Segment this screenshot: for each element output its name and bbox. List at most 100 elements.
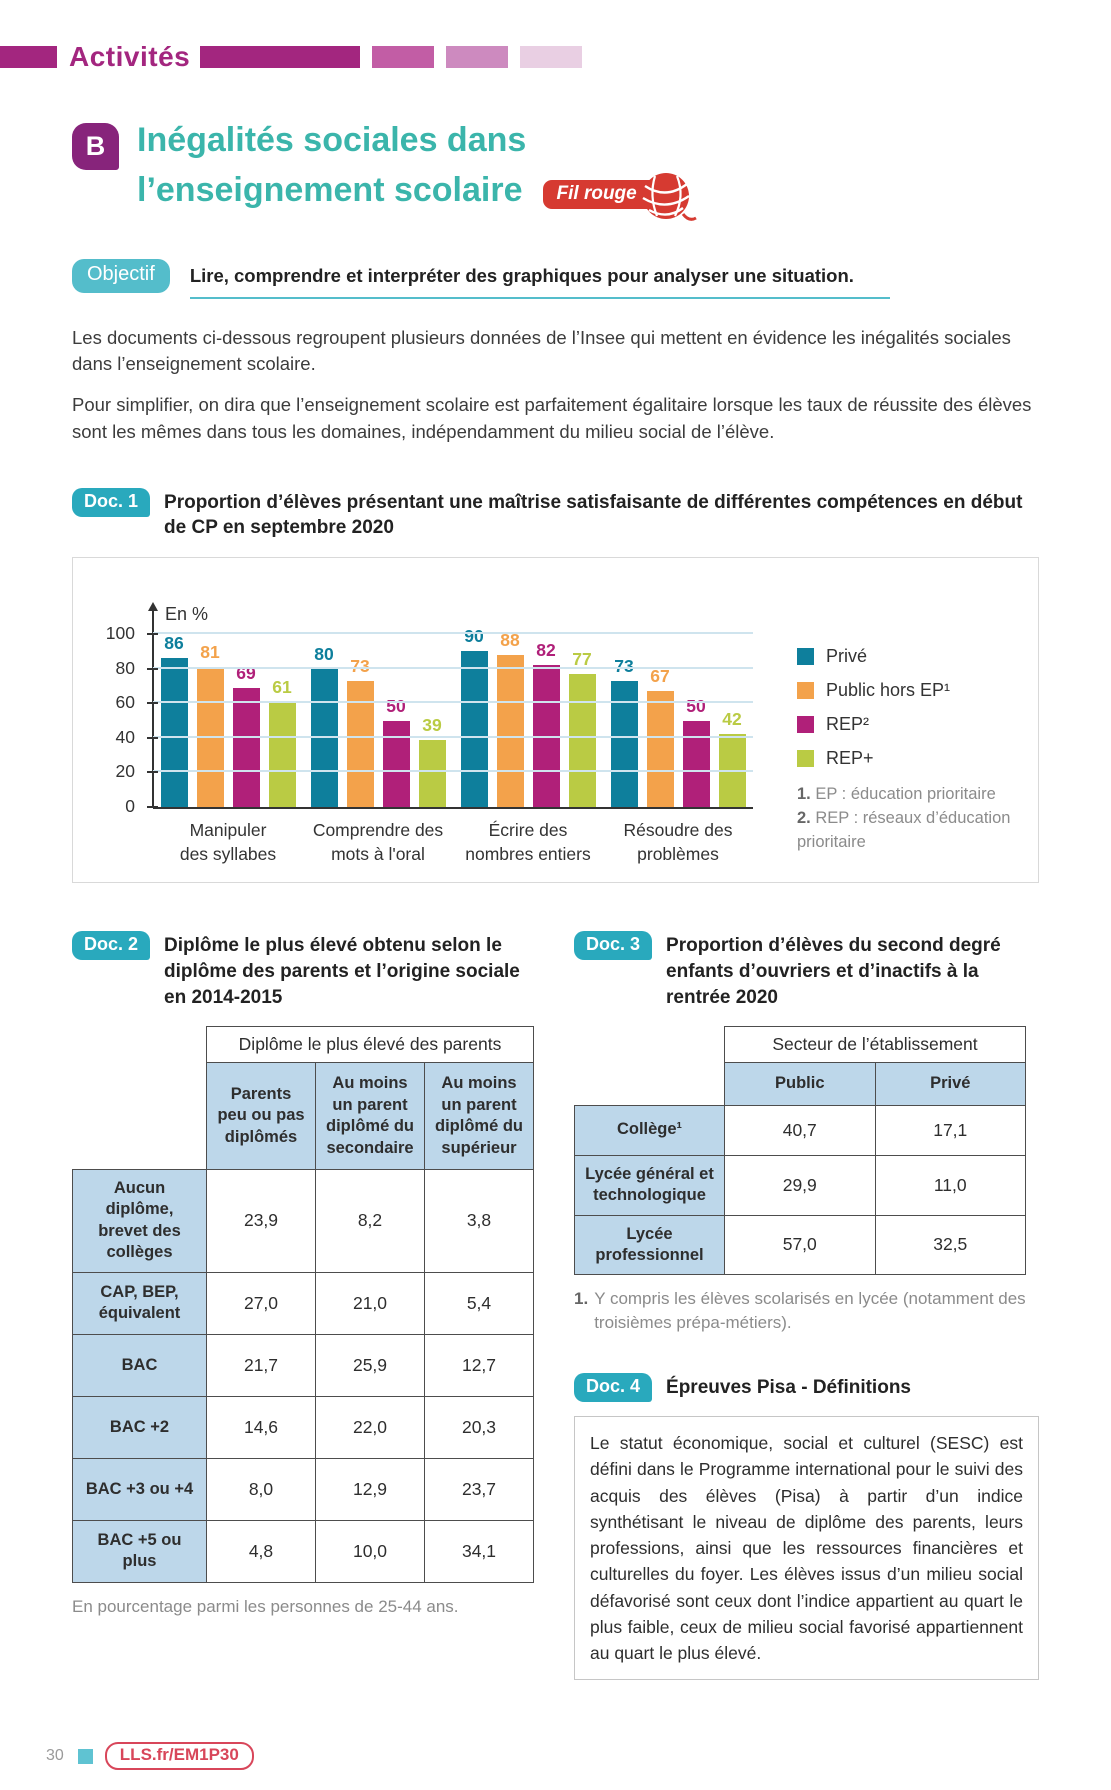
doc3-footnote-text: Y compris les élèves scolarisés en lycée… — [594, 1289, 1026, 1333]
doc4-definition-box: Le statut économique, social et culturel… — [574, 1416, 1039, 1681]
chart-legend-items: Privé Public hors EP¹ REP² REP+ — [797, 646, 1020, 769]
table-cell-value: 25,9 — [315, 1333, 425, 1397]
table-column-header: Au moins un parent diplômé du supérieur — [424, 1062, 534, 1170]
right-column: Doc. 3 Proportion d’élèves du second deg… — [574, 931, 1039, 1681]
y-tick-mark — [147, 667, 158, 670]
bar-Public hors EP¹: 67 — [646, 666, 674, 808]
bar-value-label: 50 — [686, 695, 706, 716]
table-cell-value: 27,0 — [206, 1271, 316, 1335]
table-row-label: Lycée professionnel — [574, 1214, 725, 1276]
gridline — [153, 666, 753, 669]
y-tick-mark — [147, 736, 158, 739]
table-row-label: Lycée général et technologique — [574, 1154, 725, 1216]
legend-item: REP+ — [797, 748, 1020, 769]
table-row: Lycée général et technologique 29,9 11,0 — [574, 1154, 1026, 1216]
legend-swatch — [797, 716, 814, 734]
table-cell-value: 12,7 — [424, 1333, 534, 1397]
doc2-table-head: Diplôme le plus élevé des parents Parents… — [72, 1026, 534, 1170]
x-category-label: Résoudre des problèmes — [623, 820, 733, 864]
header-bar-long — [200, 46, 361, 68]
objectif-text: Lire, comprendre et interpréter des grap… — [189, 259, 890, 299]
bar-value-label: 77 — [572, 648, 592, 669]
table-row: Collège¹ 40,7 17,1 — [574, 1104, 1026, 1156]
y-tick-mark — [147, 771, 158, 774]
chart-legend: Privé Public hors EP¹ REP² REP+ 1. EP : édu… — [769, 584, 1020, 866]
lls-link[interactable]: LLS.fr/EM1P30 — [104, 1742, 254, 1771]
legend-swatch — [797, 750, 814, 768]
table-cell-value: 34,1 — [424, 1519, 534, 1583]
y-axis-line — [148, 602, 158, 808]
chart-area: En % 0 20 40 60 80 100 86 81 69 61 80 73 50 39 90 88 82… — [97, 584, 769, 866]
y-axis-labels: 0 20 40 60 80 100 — [99, 623, 141, 816]
chart-footnotes: 1. EP : éducation prioritaire 2. REP : ré… — [797, 783, 1020, 855]
gridline — [153, 735, 753, 738]
doc2-section: Doc. 2 Diplôme le plus élevé obtenu selo… — [72, 931, 534, 1680]
table-group-header: Secteur de l’établissement — [724, 1026, 1026, 1064]
section-title: Inégalités sociales dans l’enseignement … — [137, 119, 697, 221]
chart-x-labels: Manipuler des syllabes Comprendre des mots … — [153, 819, 753, 866]
table-row-label: BAC +2 — [72, 1395, 207, 1459]
intro-paragraph-1: Les documents ci-dessous regroupent plus… — [72, 326, 1011, 375]
header-bar-medium — [372, 46, 435, 68]
y-tick-label: 40 — [115, 726, 135, 747]
table-cell-value: 10,0 — [315, 1519, 425, 1583]
bar-value-label: 73 — [350, 656, 369, 677]
table-cell-value: 11,0 — [874, 1154, 1026, 1216]
section-title-block: B Inégalités sociales dans l’enseignemen… — [72, 119, 1039, 221]
bar-group: 80 73 50 39 — [303, 636, 453, 808]
y-tick-mark — [147, 633, 158, 636]
table-group-header: Diplôme le plus élevé des parents — [206, 1026, 534, 1064]
section-title-line2: l’enseignement scolaire — [137, 170, 523, 209]
table-cell-value: 8,0 — [206, 1457, 316, 1521]
header-bar-left — [0, 46, 57, 68]
legend-swatch — [797, 682, 814, 700]
objectif-row: Objectif Lire, comprendre et interpréter… — [72, 258, 1039, 299]
bar-group: 73 67 50 42 — [603, 636, 753, 808]
table-cell-value: 29,9 — [724, 1154, 876, 1216]
table-blank-cell — [574, 1026, 725, 1063]
table-cell-value: 21,7 — [206, 1333, 316, 1397]
table-cell-value: 3,8 — [424, 1168, 534, 1273]
bar-value-label: 67 — [650, 666, 670, 687]
doc3-badge: Doc. 3 — [574, 931, 653, 961]
y-tick-label: 60 — [115, 692, 135, 713]
bar-value-label: 81 — [200, 641, 220, 662]
table-row-label: BAC +3 ou +4 — [72, 1457, 207, 1521]
doc4-badge: Doc. 4 — [574, 1373, 653, 1402]
y-tick-label: 80 — [115, 657, 135, 678]
bar-value-label: 88 — [500, 629, 520, 650]
table-column-header: Parents peu ou pas diplômés — [206, 1062, 316, 1170]
table-cell-value: 57,0 — [724, 1214, 876, 1276]
table-row-label: BAC — [72, 1333, 207, 1397]
yarn-ball-icon — [642, 172, 697, 221]
x-category-label: Manipuler des syllabes — [179, 820, 277, 864]
table-cell-value: 22,0 — [315, 1395, 425, 1459]
bar-value-label: 82 — [536, 640, 556, 661]
table-cell-value: 40,7 — [724, 1104, 876, 1156]
y-tick-mark — [147, 702, 158, 705]
chart-plot: En % 0 20 40 60 80 100 86 81 69 61 80 73 50 39 90 88 82… — [106, 602, 753, 816]
table-blank-cell — [72, 1026, 207, 1063]
x-category-label: Comprendre des mots à l'oral — [312, 820, 444, 864]
y-tick-label: 100 — [105, 623, 135, 644]
doc3-footnote: 1. Y compris les élèves scolarisés en ly… — [574, 1287, 1039, 1335]
bar-REP+: 61 — [268, 677, 296, 808]
bar-REP²: 50 — [382, 696, 410, 808]
bar-value-label: 39 — [422, 714, 442, 735]
doc1-badge: Doc. 1 — [72, 487, 151, 517]
doc3-title: Proportion d’élèves du second degré enfa… — [666, 935, 1001, 1008]
doc3-section: Doc. 3 Proportion d’élèves du second deg… — [574, 931, 1039, 1335]
doc3-table-body: Collège¹ 40,7 17,1 Lycée général et technol… — [574, 1104, 1026, 1276]
chart-groups: 86 81 69 61 80 73 50 39 90 88 82 77 73 67 50 42 — [153, 626, 753, 808]
table-cell-value: 12,9 — [315, 1457, 425, 1521]
bar-REP²: 50 — [682, 696, 710, 808]
page-number: 30 — [46, 1747, 64, 1765]
bar-REP+: 39 — [418, 715, 446, 808]
legend-swatch — [797, 648, 814, 666]
doc2-caption: En pourcentage parmi les personnes de 25… — [72, 1596, 459, 1616]
table-cell-value: 17,1 — [874, 1104, 1026, 1156]
table-column-header: Privé — [874, 1062, 1026, 1106]
chart-footnote: 2. REP : réseaux d’éducation prioritaire — [797, 808, 1011, 851]
bar-value-label: 80 — [314, 643, 334, 664]
